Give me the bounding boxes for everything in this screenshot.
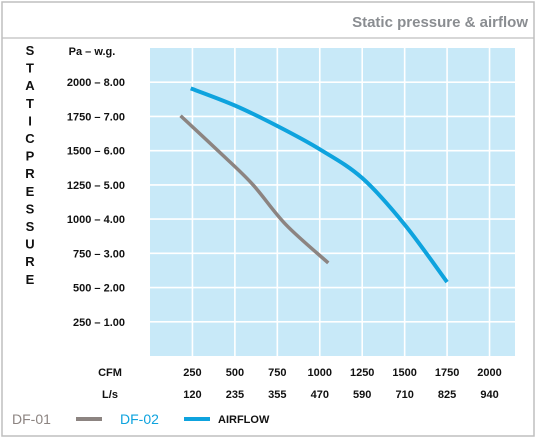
y-axis-title-letter: S (26, 201, 35, 216)
y-axis-title-letter: U (25, 237, 34, 252)
x-tick-label-ls: 355 (268, 389, 286, 401)
y-axis-title-letter: R (25, 166, 35, 181)
plot-area (150, 48, 515, 356)
x-tick-label-ls: 825 (438, 389, 456, 401)
series-lines (179, 86, 449, 284)
y-axis-title-letter: E (26, 272, 35, 287)
y-tick-label: 1750 – 7.00 (67, 111, 125, 123)
grid-lines (150, 48, 515, 356)
x-row-label-cfm: CFM (98, 367, 122, 379)
y-tick-label: 750 – 3.00 (73, 248, 125, 260)
x-tick-label-cfm: 1250 (350, 367, 374, 379)
series-line-df-01 (179, 114, 330, 265)
y-axis-title-letter: T (26, 96, 34, 111)
x-tick-label-ls: 590 (353, 389, 371, 401)
series-line-df-02 (190, 86, 449, 284)
y-axis-title-letter: I (28, 113, 32, 128)
y-axis-title-letter: C (25, 131, 35, 146)
legend-label-df02: DF-02 (120, 411, 159, 427)
x-tick-label-cfm: 1000 (308, 367, 332, 379)
y-tick-labels: 250 – 1.00 500 – 2.00 750 – 3.00 1000 – 4.0… (67, 77, 125, 329)
legend-label-df01: DF-01 (12, 411, 51, 427)
y-axis-title-letter: S (26, 43, 35, 58)
y-tick-label: 1250 – 5.00 (67, 180, 125, 192)
y-unit-label: Pa – w.g. (69, 46, 116, 58)
y-tick-label: 2000 – 8.00 (67, 77, 125, 89)
x-tick-label-ls: 940 (480, 389, 498, 401)
y-axis-title-letter: S (26, 219, 35, 234)
x-tick-label-cfm: 2000 (477, 367, 501, 379)
x-tick-labels: 250 120 500 235 750 355 1000 470 1250 590 1500 710 1… (183, 367, 502, 401)
y-axis-title-letter: T (26, 61, 34, 76)
y-tick-label: 500 – 2.00 (73, 283, 125, 295)
x-tick-label-cfm: 500 (226, 367, 244, 379)
y-axis-title-letter: P (26, 149, 35, 164)
y-tick-label: 1500 – 6.00 (67, 146, 125, 158)
x-tick-label-ls: 470 (311, 389, 329, 401)
x-tick-label-cfm: 1500 (392, 367, 416, 379)
y-axis-title-letter: E (26, 184, 35, 199)
x-tick-label-cfm: 250 (183, 367, 201, 379)
y-tick-label: 1000 – 4.00 (67, 214, 125, 226)
y-axis-title-letter: A (25, 78, 35, 93)
legend-airflow-label: AIRFLOW (218, 414, 270, 426)
legend: DF-01 DF-02 AIRFLOW (12, 411, 270, 427)
x-tick-label-ls: 710 (395, 389, 413, 401)
x-row-label-ls: L/s (102, 389, 118, 401)
chart-title: Static pressure & airflow (352, 14, 528, 31)
y-axis-title-letter: R (25, 254, 35, 269)
x-tick-label-cfm: 750 (268, 367, 286, 379)
y-tick-label: 250 – 1.00 (73, 317, 125, 329)
x-tick-label-cfm: 1750 (435, 367, 459, 379)
x-tick-label-ls: 120 (183, 389, 201, 401)
x-tick-label-ls: 235 (226, 389, 244, 401)
